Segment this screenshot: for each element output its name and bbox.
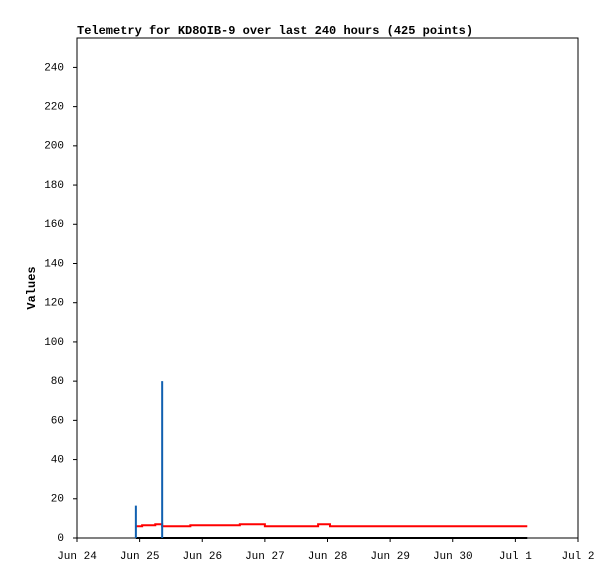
y-tick-label: 40 (51, 454, 64, 466)
x-tick-label: Jun 25 (120, 551, 160, 563)
x-tick-label: Jul 1 (499, 551, 532, 563)
x-tick-label: Jun 29 (370, 551, 410, 563)
series-line (135, 523, 528, 528)
plot-frame (76, 37, 579, 539)
y-tick-label: 120 (44, 298, 64, 310)
x-tick-label: Jun 27 (245, 551, 285, 563)
y-tick-label: 140 (44, 258, 64, 270)
series-line (134, 381, 164, 538)
y-tick-label: 80 (51, 376, 64, 388)
y-tick-label: 160 (44, 219, 64, 231)
y-tick-label: 200 (44, 141, 64, 153)
x-tick-label: Jul 2 (561, 551, 594, 563)
y-tick-label: 20 (51, 494, 64, 506)
x-tick-label: Jun 24 (57, 551, 97, 563)
chart-title: Telemetry for KD8OIB-9 over last 240 hou… (77, 24, 473, 38)
y-tick-label: 100 (44, 337, 64, 349)
x-tick-label: Jun 26 (182, 551, 222, 563)
y-tick-label: 0 (57, 533, 64, 545)
y-tick-label: 220 (44, 102, 64, 114)
x-tick-label: Jun 28 (308, 551, 348, 563)
y-axis-label: Values (25, 266, 39, 309)
y-tick-label: 60 (51, 415, 64, 427)
x-tick-label: Jun 30 (433, 551, 473, 563)
y-tick-label: 180 (44, 180, 64, 192)
y-tick-label: 240 (44, 62, 64, 74)
